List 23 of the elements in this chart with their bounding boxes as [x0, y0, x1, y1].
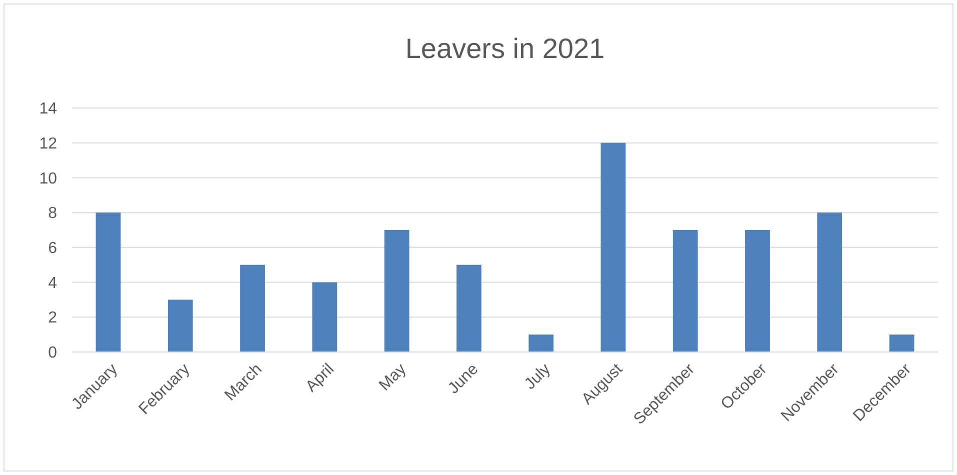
bar	[168, 300, 193, 352]
y-tick-label: 0	[48, 344, 58, 362]
bar	[96, 212, 121, 352]
bar	[672, 230, 698, 352]
bar	[384, 230, 410, 352]
y-tick-label: 12	[39, 135, 58, 152]
bar	[745, 230, 770, 352]
y-tick-label: 14	[39, 100, 58, 118]
x-tick-label: July	[522, 360, 554, 393]
chart-title: Leavers in 2021	[405, 33, 605, 64]
y-tick-label: 2	[48, 310, 58, 327]
x-tick-label: May	[376, 360, 410, 394]
bar	[240, 264, 265, 352]
bar	[600, 142, 626, 352]
y-tick-label: 6	[48, 240, 58, 258]
y-tick-label: 4	[48, 274, 58, 292]
y-tick-label: 10	[39, 170, 58, 188]
bar	[889, 334, 914, 352]
bar	[817, 212, 842, 352]
bar	[312, 282, 338, 352]
y-tick-label: 8	[48, 205, 58, 222]
bar	[528, 334, 554, 352]
bar	[456, 264, 482, 352]
